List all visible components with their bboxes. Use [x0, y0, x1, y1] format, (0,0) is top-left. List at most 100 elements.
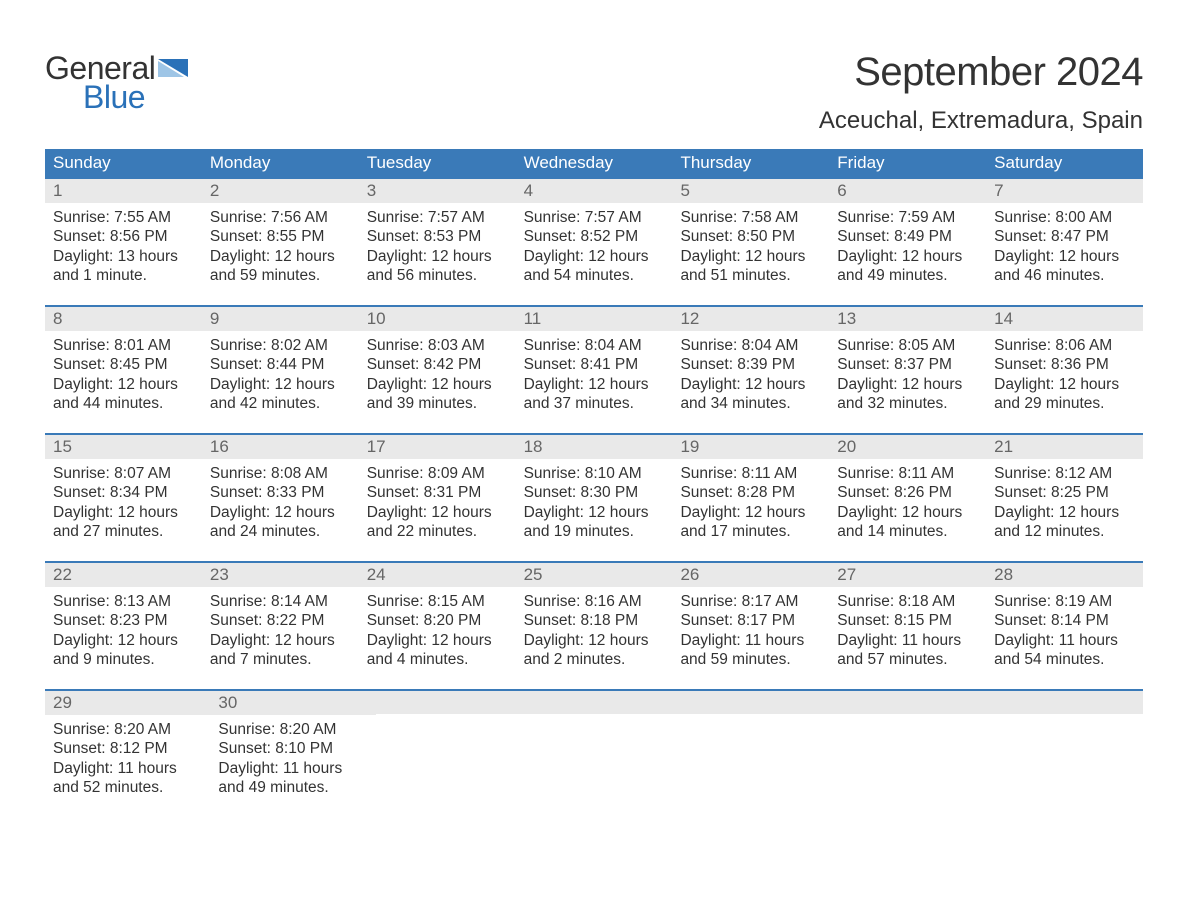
- daylight-line: Daylight: 12 hours and 9 minutes.: [53, 631, 198, 670]
- day-number: 6: [837, 181, 846, 200]
- day-number: 24: [367, 565, 386, 584]
- day-body: Sunrise: 8:01 AMSunset: 8:45 PMDaylight:…: [53, 336, 198, 414]
- sunset-line: Sunset: 8:45 PM: [53, 355, 198, 374]
- empty-daynum-bg: [529, 691, 682, 714]
- day-number: 17: [367, 437, 386, 456]
- day-number: 30: [218, 693, 237, 712]
- sunrise-line: Sunrise: 8:01 AM: [53, 336, 198, 355]
- sunset-line: Sunset: 8:10 PM: [218, 739, 371, 758]
- sunset-line: Sunset: 8:55 PM: [210, 227, 355, 246]
- day-cell: 26 Sunrise: 8:17 AMSunset: 8:17 PMDayligh…: [672, 563, 829, 679]
- day-number-row: 5: [672, 179, 829, 203]
- day-body: Sunrise: 8:03 AMSunset: 8:42 PMDaylight:…: [367, 336, 512, 414]
- empty-daynum-bg: [376, 691, 529, 714]
- sunset-line: Sunset: 8:15 PM: [837, 611, 982, 630]
- day-cell: 24Sunrise: 8:15 AMSunset: 8:20 PMDayligh…: [359, 563, 516, 679]
- sunrise-line: Sunrise: 8:16 AM: [524, 592, 669, 611]
- sunrise-line: Sunrise: 8:14 AM: [210, 592, 355, 611]
- day-cell: 30Sunrise: 8:20 AMSunset: 8:10 PMDayligh…: [210, 691, 375, 807]
- day-cell: 15 Sunrise: 8:07 AMSunset: 8:34 PMDayligh…: [45, 435, 202, 551]
- daylight-line: Daylight: 12 hours and 7 minutes.: [210, 631, 355, 670]
- day-body: Sunrise: 7:57 AMSunset: 8:53 PMDaylight:…: [367, 208, 512, 286]
- day-number-row: 16: [202, 435, 359, 459]
- day-cell: 4Sunrise: 7:57 AMSunset: 8:52 PMDaylight…: [516, 179, 673, 295]
- daylight-line: Daylight: 12 hours and 54 minutes.: [524, 247, 669, 286]
- day-number-row: 6: [829, 179, 986, 203]
- brand-logo: General Blue: [45, 50, 188, 116]
- empty-day-cell: [376, 691, 529, 807]
- sunrise-line: Sunrise: 7:58 AM: [680, 208, 825, 227]
- sunrise-line: Sunrise: 8:15 AM: [367, 592, 512, 611]
- day-number-row: 15: [45, 435, 202, 459]
- day-body: Sunrise: 8:16 AMSunset: 8:18 PMDaylight:…: [524, 592, 669, 670]
- daylight-line: Daylight: 12 hours and 39 minutes.: [367, 375, 512, 414]
- sunrise-line: Sunrise: 8:20 AM: [218, 720, 371, 739]
- day-body: Sunrise: 7:59 AMSunset: 8:49 PMDaylight:…: [837, 208, 982, 286]
- day-cell: 22Sunrise: 8:13 AMSunset: 8:23 PMDayligh…: [45, 563, 202, 679]
- day-number: 21: [994, 437, 1013, 456]
- day-body: Sunrise: 7:55 AMSunset: 8:56 PMDaylight:…: [53, 208, 198, 286]
- brand-triangle-icon: [158, 59, 188, 79]
- week-row: 15 Sunrise: 8:07 AMSunset: 8:34 PMDayligh…: [45, 433, 1143, 561]
- daylight-line: Daylight: 12 hours and 44 minutes.: [53, 375, 198, 414]
- calendar: Sunday Monday Tuesday Wednesday Thursday…: [45, 149, 1143, 817]
- day-body: Sunrise: 8:07 AMSunset: 8:34 PMDaylight:…: [53, 464, 198, 542]
- week-row: 8Sunrise: 8:01 AMSunset: 8:45 PMDaylight…: [45, 305, 1143, 433]
- sunset-line: Sunset: 8:23 PM: [53, 611, 198, 630]
- day-body: Sunrise: 8:20 AMSunset: 8:12 PMDaylight:…: [53, 720, 206, 798]
- day-number: 27: [837, 565, 856, 584]
- day-number-row: 9: [202, 307, 359, 331]
- day-number-row: 4: [516, 179, 673, 203]
- day-number: 9: [210, 309, 219, 328]
- day-number: 26: [680, 565, 699, 584]
- week-row: 1 Sunrise: 7:55 AMSunset: 8:56 PMDaylight…: [45, 177, 1143, 305]
- daylight-line: Daylight: 12 hours and 56 minutes.: [367, 247, 512, 286]
- daylight-line: Daylight: 12 hours and 46 minutes.: [994, 247, 1139, 286]
- day-number: 29: [53, 693, 72, 712]
- day-cell: 7Sunrise: 8:00 AMSunset: 8:47 PMDaylight…: [986, 179, 1143, 295]
- sunrise-line: Sunrise: 8:17 AM: [680, 592, 825, 611]
- daylight-line: Daylight: 12 hours and 24 minutes.: [210, 503, 355, 542]
- day-body: Sunrise: 8:09 AMSunset: 8:31 PMDaylight:…: [367, 464, 512, 542]
- day-number: 13: [837, 309, 856, 328]
- day-body: Sunrise: 8:19 AMSunset: 8:14 PMDaylight:…: [994, 592, 1139, 670]
- day-body: Sunrise: 8:17 AMSunset: 8:17 PMDaylight:…: [680, 592, 825, 670]
- sunrise-line: Sunrise: 8:18 AM: [837, 592, 982, 611]
- day-cell: 27 Sunrise: 8:18 AMSunset: 8:15 PMDayligh…: [829, 563, 986, 679]
- sunrise-line: Sunrise: 7:57 AM: [367, 208, 512, 227]
- sunrise-line: Sunrise: 8:11 AM: [837, 464, 982, 483]
- sunset-line: Sunset: 8:25 PM: [994, 483, 1139, 502]
- empty-daynum-bg: [836, 691, 989, 714]
- day-cell: 16 Sunrise: 8:08 AMSunset: 8:33 PMDayligh…: [202, 435, 359, 551]
- day-cell: 10Sunrise: 8:03 AMSunset: 8:42 PMDayligh…: [359, 307, 516, 423]
- week-row: 22Sunrise: 8:13 AMSunset: 8:23 PMDayligh…: [45, 561, 1143, 689]
- day-number: 19: [680, 437, 699, 456]
- day-number: 15: [53, 437, 72, 456]
- day-number-row: 25: [516, 563, 673, 587]
- sunset-line: Sunset: 8:42 PM: [367, 355, 512, 374]
- sunrise-line: Sunrise: 7:56 AM: [210, 208, 355, 227]
- day-cell: 20Sunrise: 8:11 AMSunset: 8:26 PMDayligh…: [829, 435, 986, 551]
- day-number: 23: [210, 565, 229, 584]
- daylight-line: Daylight: 12 hours and 22 minutes.: [367, 503, 512, 542]
- sunrise-line: Sunrise: 8:06 AM: [994, 336, 1139, 355]
- day-number: 14: [994, 309, 1013, 328]
- daylight-line: Daylight: 11 hours and 52 minutes.: [53, 759, 206, 798]
- day-cell: 12Sunrise: 8:04 AMSunset: 8:39 PMDayligh…: [672, 307, 829, 423]
- day-number: 20: [837, 437, 856, 456]
- day-cell: 14Sunrise: 8:06 AMSunset: 8:36 PMDayligh…: [986, 307, 1143, 423]
- sunrise-line: Sunrise: 8:19 AM: [994, 592, 1139, 611]
- day-cell: 9 Sunrise: 8:02 AMSunset: 8:44 PMDaylight…: [202, 307, 359, 423]
- daylight-line: Daylight: 12 hours and 17 minutes.: [680, 503, 825, 542]
- day-number-row: 24: [359, 563, 516, 587]
- day-number-row: 29: [45, 691, 210, 715]
- day-number-row: 30: [210, 691, 375, 715]
- day-body: Sunrise: 8:18 AMSunset: 8:15 PMDaylight:…: [837, 592, 982, 670]
- day-body: Sunrise: 8:02 AMSunset: 8:44 PMDaylight:…: [210, 336, 355, 414]
- day-number: 1: [53, 181, 62, 200]
- title-block: September 2024 Aceuchal, Extremadura, Sp…: [819, 50, 1143, 135]
- sunrise-line: Sunrise: 8:08 AM: [210, 464, 355, 483]
- day-number-row: 11: [516, 307, 673, 331]
- sunset-line: Sunset: 8:33 PM: [210, 483, 355, 502]
- day-number-row: 13: [829, 307, 986, 331]
